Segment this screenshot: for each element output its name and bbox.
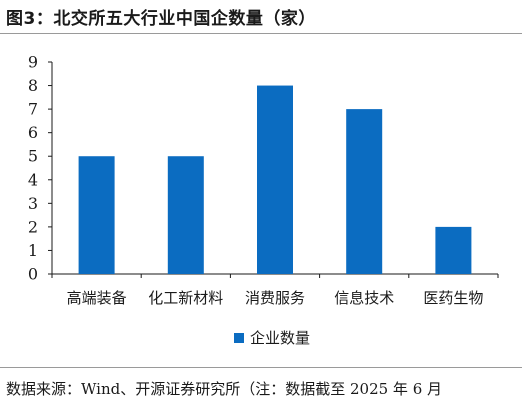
x-category-label: 消费服务 — [245, 289, 305, 307]
y-tick-label: 2 — [28, 217, 38, 236]
y-tick-label: 6 — [28, 123, 38, 142]
y-tick-label: 8 — [28, 76, 38, 95]
chart-title: 图3：北交所五大行业中国企数量（家） — [6, 9, 316, 29]
title-divider — [0, 33, 522, 34]
x-category-label: 医药生物 — [423, 289, 483, 307]
y-tick-label: 7 — [28, 100, 38, 119]
y-tick-label: 3 — [28, 194, 38, 213]
y-tick-label: 0 — [28, 265, 38, 284]
bar-2 — [167, 156, 204, 274]
footer-divider — [0, 367, 522, 368]
source-note: 数据来源：Wind、开源证券研究所（注：数据截至 2025 年 6 月 — [6, 380, 443, 398]
x-category-label: 高端装备 — [67, 289, 127, 307]
y-tick-label: 4 — [28, 170, 38, 189]
legend-swatch — [234, 333, 244, 343]
bar-4 — [346, 109, 383, 274]
y-tick-label: 1 — [28, 241, 38, 260]
y-tick-label: 5 — [28, 147, 38, 166]
x-category-label: 信息技术 — [334, 289, 394, 307]
y-tick-label: 9 — [28, 53, 38, 72]
legend-label: 企业数量 — [250, 329, 310, 347]
bar-5 — [435, 226, 472, 274]
x-category-label: 化工新材料 — [148, 289, 223, 307]
bar-1 — [78, 156, 115, 274]
bar-3 — [257, 85, 293, 274]
